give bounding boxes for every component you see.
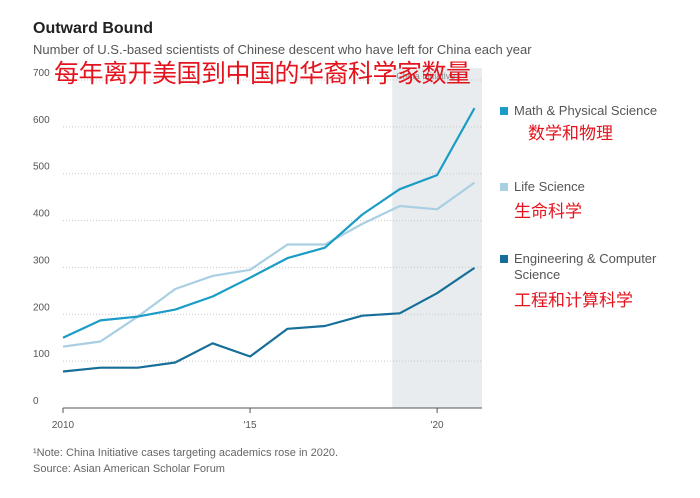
x-tick-label: '20: [431, 420, 444, 431]
gridlines-layer: [63, 79, 482, 362]
series-line-1: [62, 181, 476, 348]
y-tick-label: 100: [33, 349, 50, 360]
y-tick-label: 700: [33, 68, 50, 79]
legend-swatch-math: [500, 107, 508, 115]
y-tick-label: 200: [33, 302, 50, 313]
x-tick-label: '15: [244, 420, 257, 431]
legend-swatch-engineering: [500, 255, 508, 263]
legend-cn-math: 数学和物理: [528, 124, 613, 144]
series-line-0: [62, 107, 476, 339]
legend-swatch-life: [500, 183, 508, 191]
chart-note: ¹Note: China Initiative cases targeting …: [33, 447, 339, 459]
axis-layer: 0 100 200 300 400 500 600 700 2010 '15 '20: [33, 68, 482, 431]
shaded-region-label: China Initiative: [396, 71, 455, 81]
y-tick-label: 600: [33, 115, 50, 126]
y-tick-label: 0: [33, 396, 39, 407]
legend-cn-life: 生命科学: [514, 202, 582, 222]
chart-title: Outward Bound: [33, 20, 153, 37]
shaded-region-layer: China Initiative: [392, 68, 482, 408]
legend-cn-engineering: 工程和计算科学: [514, 291, 633, 311]
series-line-2: [62, 266, 476, 373]
legend-label-engineering: Engineering & Computer Science: [514, 251, 657, 282]
x-tick-label: 2010: [52, 420, 75, 431]
chinese-title-overlay: 每年离开美国到中国的华裔科学家数量: [54, 59, 471, 88]
y-tick-label: 500: [33, 162, 50, 173]
legend-label-math: Math & Physical Science: [514, 103, 658, 118]
shaded-region: [392, 68, 482, 408]
y-tick-label: 300: [33, 255, 50, 266]
chart-subtitle: Number of U.S.-based scientists of Chine…: [33, 42, 532, 57]
y-tick-label: 400: [33, 209, 50, 220]
series-lines-layer: [62, 107, 476, 373]
chart-source: Source: Asian American Scholar Forum: [33, 463, 225, 475]
legend-label-life: Life Science: [514, 179, 585, 194]
